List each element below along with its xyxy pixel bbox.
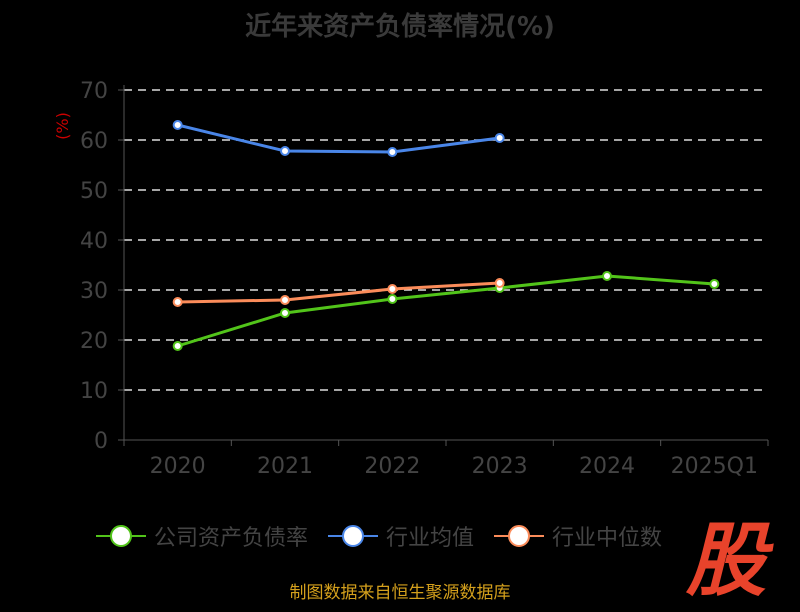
legend-item-industry-avg[interactable]: 行业均值: [328, 520, 474, 552]
x-tick-label: 2024: [579, 454, 635, 479]
data-point: [387, 294, 398, 304]
logo-watermark: 股: [686, 514, 766, 607]
data-point: [387, 147, 398, 157]
data-point: [280, 295, 290, 305]
data-point: [172, 341, 183, 351]
legend-label: 行业均值: [386, 526, 475, 551]
chart-title: 近年来资产负债率情况(%): [245, 12, 555, 42]
y-tick-label: 30: [80, 279, 108, 304]
data-point: [494, 133, 505, 143]
legend-label: 行业中位数: [552, 526, 663, 551]
x-tick-label: 2023: [472, 454, 528, 479]
series-line-1: [177, 123, 500, 154]
series-line-0: [177, 274, 715, 348]
legend: 公司资产负债率 行业均值 行业中位数: [96, 520, 662, 552]
data-point: [172, 297, 183, 307]
data-point: [172, 120, 183, 130]
x-tick-label: 2025Q1: [671, 454, 758, 479]
x-tick-label: 2020: [150, 454, 206, 479]
y-tick-label: 60: [80, 129, 108, 154]
legend-marker-blue-icon: [328, 525, 379, 547]
data-point: [280, 146, 290, 156]
series-line-2: [177, 281, 500, 304]
data-point: [494, 278, 505, 288]
legend-marker-green-icon: [96, 525, 146, 547]
y-tick-label: 20: [80, 329, 108, 354]
legend-marker-orange-icon: [494, 525, 545, 547]
data-point: [602, 271, 612, 281]
data-point: [387, 284, 398, 294]
y-axis-label: (%): [53, 112, 72, 140]
legend-item-industry-median[interactable]: 行业中位数: [494, 520, 662, 552]
data-point: [709, 279, 720, 289]
y-tick-label: 0: [94, 429, 108, 454]
y-tick-label: 50: [80, 179, 108, 204]
data-point: [280, 308, 290, 318]
source-note: 制图数据来自恒生聚源数据库: [289, 583, 511, 603]
legend-label: 公司资产负债率: [154, 526, 309, 551]
x-tick-label: 2022: [364, 454, 420, 479]
y-tick-label: 10: [80, 379, 108, 404]
y-tick-label: 70: [80, 79, 108, 104]
x-tick-label: 2021: [257, 454, 313, 479]
legend-item-company[interactable]: 公司资产负债率: [96, 520, 308, 552]
y-tick-label: 40: [80, 229, 108, 254]
